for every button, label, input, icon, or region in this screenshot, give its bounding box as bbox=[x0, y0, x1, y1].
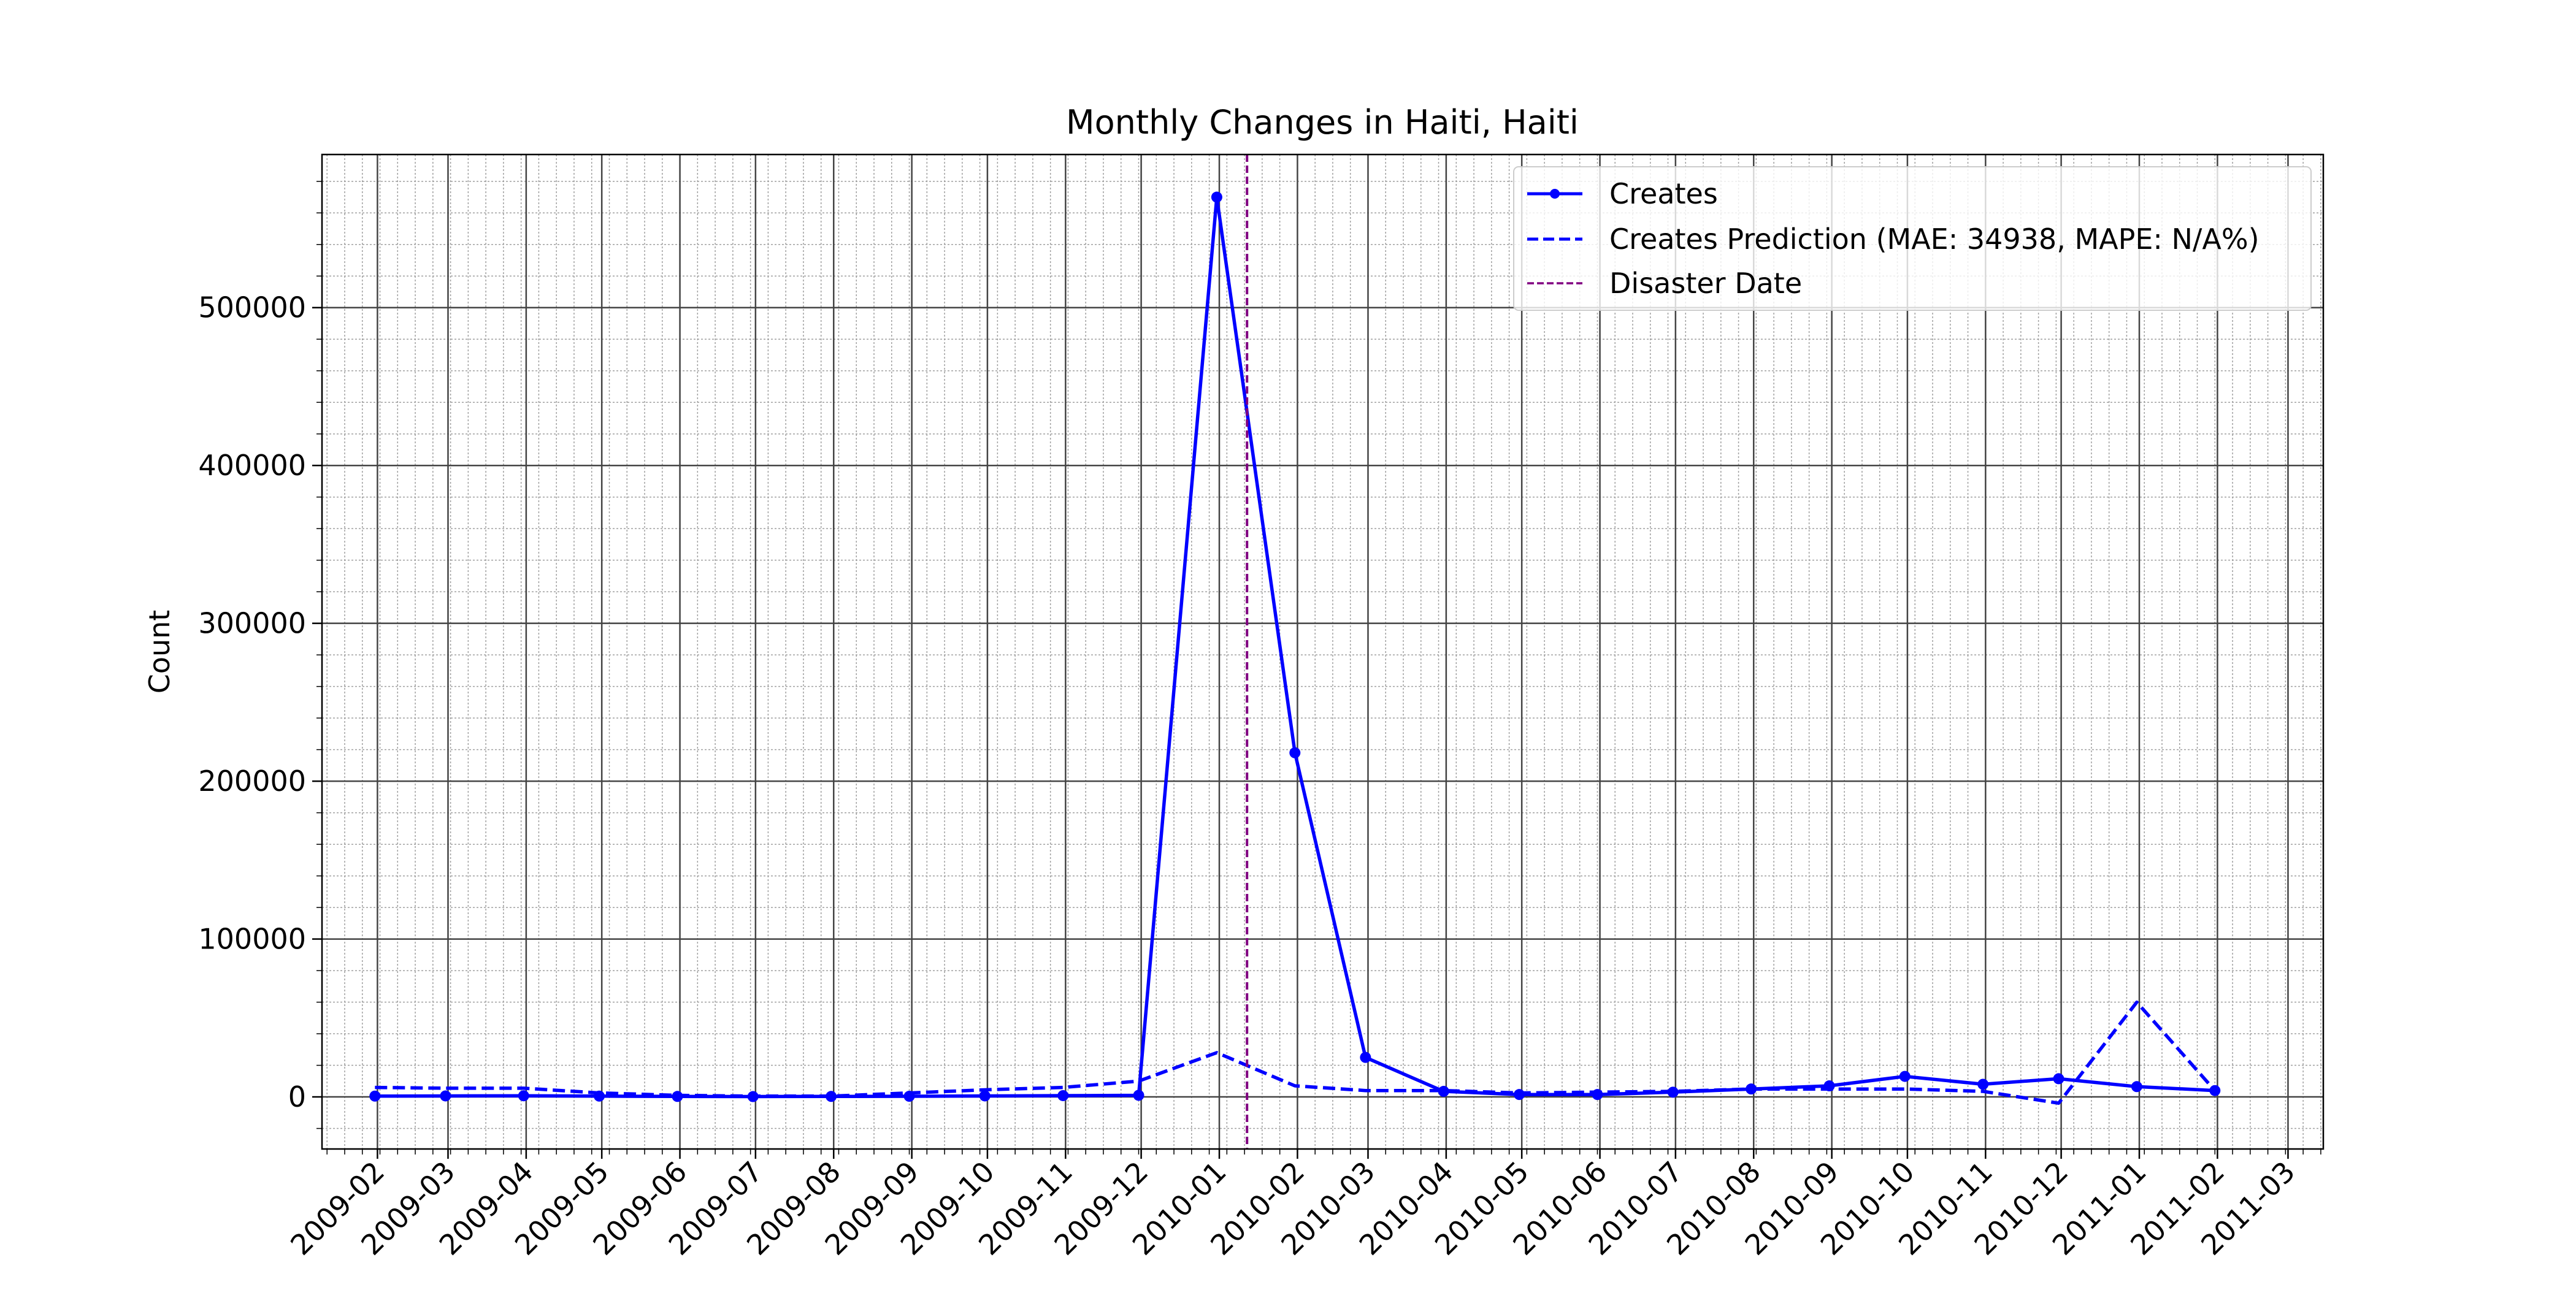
data-point-creates bbox=[2209, 1085, 2221, 1096]
data-point-creates bbox=[1899, 1071, 1911, 1082]
y-tick-label: 300000 bbox=[198, 607, 306, 640]
data-point-creates bbox=[440, 1090, 451, 1102]
data-point-creates bbox=[369, 1090, 381, 1102]
data-point-creates bbox=[1211, 191, 1222, 203]
data-point-creates bbox=[1289, 747, 1301, 758]
y-tick-label: 100000 bbox=[198, 923, 306, 956]
chart-title: Monthly Changes in Haiti, Haiti bbox=[1066, 103, 1579, 142]
legend-box bbox=[1513, 166, 2312, 311]
data-point-creates bbox=[1977, 1078, 1989, 1090]
legend-creates-marker bbox=[1550, 189, 1560, 199]
y-tick-label: 0 bbox=[288, 1080, 306, 1113]
data-point-creates bbox=[2053, 1073, 2064, 1085]
y-tick-labels: 0 100000 200000 300000 400000 500000 bbox=[198, 291, 306, 1113]
plot-area-frame bbox=[321, 153, 2325, 1150]
y-tick-label: 500000 bbox=[198, 291, 306, 324]
data-point-creates bbox=[1057, 1090, 1069, 1101]
legend-label-prediction: Creates Prediction (MAE: 34938, MAPE: N/… bbox=[1609, 223, 2260, 256]
y-tick-label: 400000 bbox=[198, 449, 306, 482]
series-prediction-line bbox=[375, 1000, 2217, 1105]
data-point-creates bbox=[1438, 1086, 1449, 1097]
y-tick-label: 200000 bbox=[198, 765, 306, 798]
y-axis-label: Count bbox=[143, 610, 176, 694]
data-point-creates bbox=[1133, 1090, 1144, 1101]
minor-grid bbox=[322, 155, 2323, 1149]
data-point-creates bbox=[2131, 1081, 2142, 1093]
data-point-creates bbox=[518, 1090, 529, 1102]
legend: Creates Creates Prediction (MAE: 34938, … bbox=[1513, 166, 2312, 311]
axis-ticks bbox=[312, 181, 2321, 1159]
data-point-creates bbox=[979, 1090, 991, 1102]
legend-label-disaster: Disaster Date bbox=[1609, 267, 1802, 300]
series-layer bbox=[369, 155, 2221, 1149]
legend-label-creates: Creates bbox=[1609, 177, 1718, 210]
major-grid bbox=[322, 155, 2323, 1149]
data-point-creates bbox=[1360, 1051, 1371, 1063]
